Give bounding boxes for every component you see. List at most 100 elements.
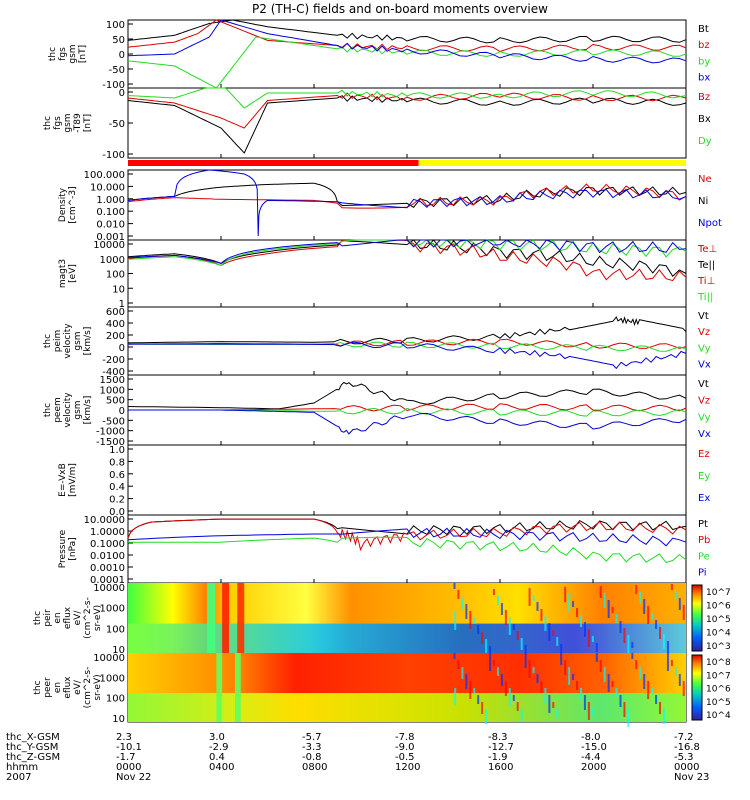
footer-col-4-row-2: -1.9 xyxy=(488,752,508,763)
spectrogram-9-texture-7 xyxy=(481,702,484,714)
panel-pressure-tick-label-5: 0.0001 xyxy=(90,575,125,586)
spectrogram-8-texture-45 xyxy=(631,642,634,648)
panel-peer-spec-tick-label-3: 10 xyxy=(112,714,125,725)
footer-col-0-row-0: 2.3 xyxy=(116,732,132,743)
colorbar-peer-spec-label-1: 10^7 xyxy=(706,671,731,681)
series-fgs-bz xyxy=(127,19,687,53)
legend-peem-velocity-Vz: Vz xyxy=(698,396,710,407)
panel-fgs-t89-ylabel-4: [nT] xyxy=(83,114,93,132)
spectrogram-9-texture-37 xyxy=(599,660,602,672)
colorbar-peer-spec-label-2: 10^6 xyxy=(706,685,731,695)
panel-fgs-ylabel-3: [nT] xyxy=(78,45,88,63)
spectrogram-8-texture-56 xyxy=(674,591,677,600)
panel-peir-spec-ylabel-0: thc xyxy=(33,611,43,625)
spectrogram-8-texture-5 xyxy=(473,618,476,624)
spectrogram-9-texture-39 xyxy=(607,674,610,692)
panel-density-ylabel-0: Density xyxy=(58,187,68,222)
spectrogram-9-texture-22 xyxy=(540,681,543,693)
spectrogram-9-texture-20 xyxy=(532,667,535,673)
footer-col-2-row-1: -3.3 xyxy=(302,742,322,753)
spectrogram-9-texture-41 xyxy=(615,688,618,697)
spectrogram-9-texture-5 xyxy=(473,688,476,694)
footer-col-0-row-4: Nov 22 xyxy=(116,772,151,783)
panel-temperature-tick-label-4: 1 xyxy=(119,299,125,310)
spectrogram-8-texture-43 xyxy=(623,628,626,643)
panel-temperature-ylabel-0: magt3 xyxy=(58,259,68,288)
panel-peer-spec-ylabel-1: peer xyxy=(43,677,53,698)
chart-title: P2 (TH-C) fields and on-board moments ov… xyxy=(252,2,548,16)
panel-peem-velocity-ylabel-3: gsm xyxy=(73,400,83,419)
legend-density-Npot: Npot xyxy=(698,218,722,229)
legend-fgs-by: by xyxy=(698,56,710,67)
spectrogram-8-texture-35 xyxy=(591,636,594,642)
spectrogram-9-texture-0 xyxy=(453,653,456,659)
panel-peem-velocity-tick-label-4: -500 xyxy=(102,416,125,427)
series-pressure-Pe xyxy=(128,536,687,563)
series-pressure-Pi xyxy=(127,527,687,547)
spectrogram-9-texture-13 xyxy=(504,681,507,696)
panel-pressure-tick-label-0: 10.0000 xyxy=(84,515,125,526)
spectrogram-9-texture-29 xyxy=(568,667,571,685)
colorbar-peir-spec xyxy=(691,584,703,652)
spectrogram-8-texture-10 xyxy=(493,589,496,595)
legend-peim-velocity-Vx: Vx xyxy=(698,360,711,371)
legend-temperature-Ti⊥: Ti⊥ xyxy=(697,276,715,287)
spectrogram-9-texture-36 xyxy=(595,653,598,662)
spectrogram-8-texture-47 xyxy=(639,592,642,604)
legend-peem-velocity-Vt: Vt xyxy=(698,379,709,390)
spectrogram-8-texture-54 xyxy=(666,641,669,659)
panel-efield-tick-label-2: 0.6 xyxy=(109,470,125,481)
spectrogram-9-texture-32 xyxy=(579,688,582,700)
panel-pressure-ylabel-0: Pressure xyxy=(58,529,68,568)
legend-density-Ne: Ne xyxy=(698,174,712,185)
legend-fgs-Bt: Bt xyxy=(698,24,709,35)
spectrogram-8-texture-36 xyxy=(595,643,598,652)
panel-peem-velocity-ylabel-4: [km/s] xyxy=(83,396,93,425)
spectrogram-8-texture-4 xyxy=(469,611,472,629)
series-fgs-Bt xyxy=(127,19,687,44)
footer-col-4-row-0: -8.3 xyxy=(488,732,508,743)
panel-efield-tick-label-1: 0.8 xyxy=(109,457,125,468)
footer-row-label-3: hhmm xyxy=(6,762,38,773)
legend-peem-velocity-Vy: Vy xyxy=(698,412,711,423)
spectrogram-9-texture-16 xyxy=(516,702,519,711)
spectrogram-9-texture-45 xyxy=(631,653,634,659)
spectrogram-8-texture-27 xyxy=(560,644,563,656)
panel-peim-velocity-ylabel-3: gsm xyxy=(73,331,83,350)
legend-efield-Ey: Ey xyxy=(698,471,710,482)
panel-frame-peim-velocity xyxy=(127,306,687,376)
footer-col-2-row-2: -0.8 xyxy=(302,752,322,763)
footer-col-3-row-1: -9.0 xyxy=(395,742,415,753)
spectrograms-layer xyxy=(128,583,686,727)
spectrogram-8-texture-57 xyxy=(678,598,681,610)
spectrogram-8-texture-12 xyxy=(500,603,503,615)
series-layer xyxy=(127,19,687,563)
panel-fgs-tick-label-2: 0 xyxy=(119,50,125,61)
spectrogram-8-texture-11 xyxy=(496,596,499,605)
spectrogram-9-texture-19 xyxy=(528,660,531,678)
panel-peer-spec-ylabel-0: thc xyxy=(33,680,43,694)
spectrogram-9-texture-33 xyxy=(583,695,586,710)
panel-peim-velocity-ylabel-1: peim xyxy=(53,330,63,353)
spectrogram-9-texture-30 xyxy=(572,674,575,680)
legend-efield-Ex: Ex xyxy=(698,493,710,504)
panel-peer-spec-ylabel-4: eV/ xyxy=(73,679,83,695)
legend-temperature-Te⊥: Te⊥ xyxy=(697,244,717,255)
panel-fgs-t89-ylabel-1: fgs xyxy=(53,116,63,130)
footer-col-3-row-2: -0.5 xyxy=(395,752,415,763)
panel-fgs-t89-ylabel-2: gsm xyxy=(63,113,73,132)
footer-col-3-row-0: -7.8 xyxy=(395,732,415,743)
panel-peem-velocity-tick-label-0: 1500 xyxy=(100,375,125,386)
panel-density-tick-label-0: 100.000 xyxy=(84,170,125,181)
spectrogram-8-texture-16 xyxy=(516,631,519,640)
panel-density-ylabel-1: [cm^-3] xyxy=(68,186,78,223)
spectrogram-8-texture-40 xyxy=(611,607,614,613)
spectrogram-8-texture-26 xyxy=(556,637,559,646)
panel-efield-tick-label-5: 0.0 xyxy=(109,507,125,518)
panel-fgs-t89-tick-label-0: 0 xyxy=(119,88,125,99)
spectrogram-9-texture-14 xyxy=(508,688,511,706)
panel-pressure-ylabel-1: [nPa] xyxy=(68,537,78,560)
panel-efield-tick-label-4: 0.2 xyxy=(109,495,125,506)
panel-peim-velocity-tick-label-1: 400 xyxy=(106,319,125,330)
